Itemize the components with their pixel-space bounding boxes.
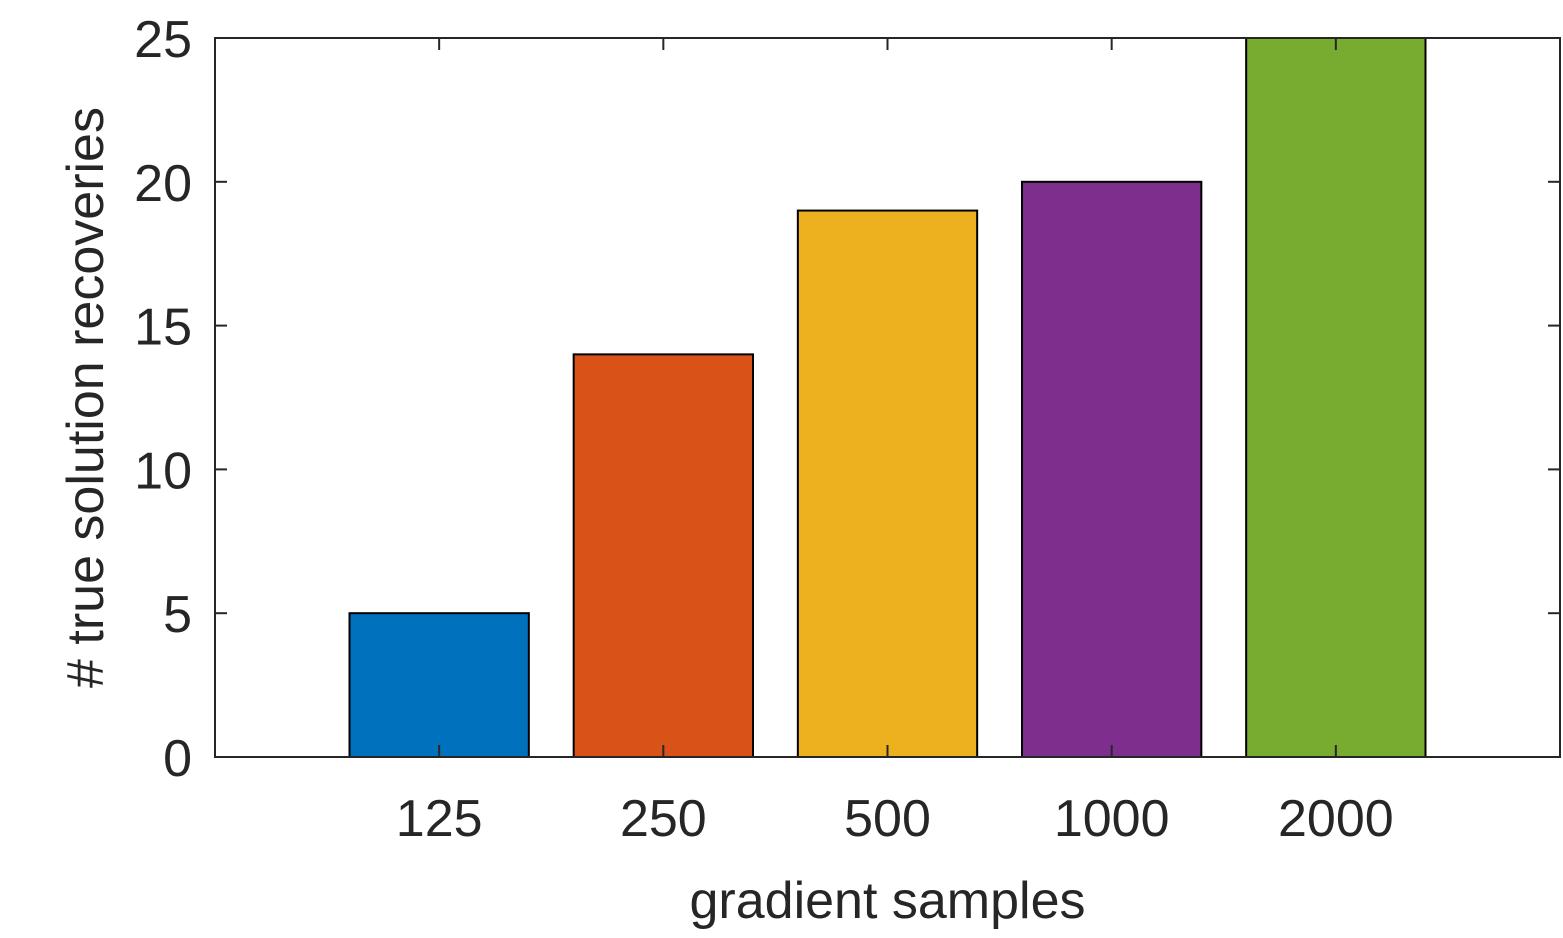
x-tick-label-2000: 2000 (1278, 790, 1394, 848)
y-tick-label-5: 5 (163, 586, 192, 644)
bar-500 (796, 209, 979, 758)
x-axis-label: gradient samples (690, 872, 1086, 930)
tick-labels-group: 125 250 500 1000 2000 0 5 10 15 20 25 (134, 11, 1394, 848)
x-tick-label-500: 500 (844, 790, 931, 848)
y-tick-label-0: 0 (163, 730, 192, 788)
bar-1000 (1021, 180, 1203, 759)
y-tick-label-10: 10 (134, 442, 192, 500)
y-tick-label-20: 20 (134, 155, 192, 213)
x-tick-label-1000: 1000 (1054, 790, 1170, 848)
bars-group (348, 37, 1427, 759)
bar-125 (348, 612, 530, 759)
y-axis-label: # true solution recoveries (57, 107, 115, 688)
x-tick-label-250: 250 (620, 790, 707, 848)
plot-area-frame (214, 37, 1561, 758)
y-tick-label-15: 15 (134, 299, 192, 357)
x-tick-label-125: 125 (396, 790, 483, 848)
bar-250 (572, 353, 755, 758)
bar-2000 (1245, 37, 1427, 758)
y-tick-label-25: 25 (134, 11, 192, 69)
